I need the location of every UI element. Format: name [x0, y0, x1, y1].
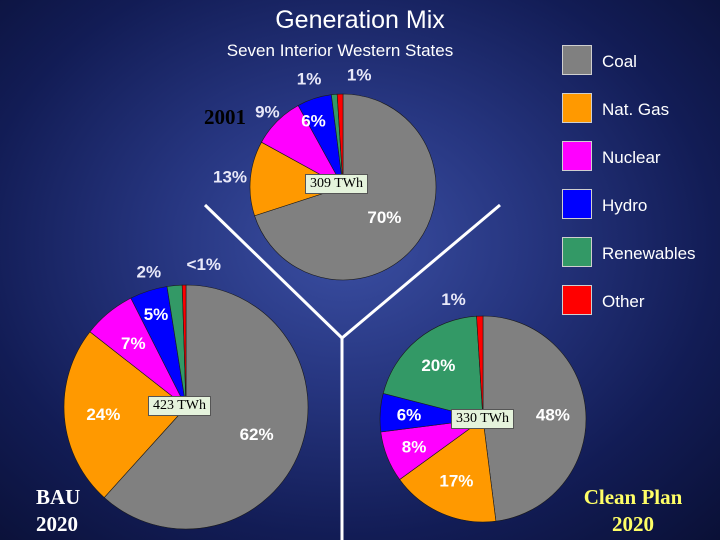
pie-clean-slice-other [476, 315, 484, 420]
pie-2001: 70% 13% 9% 6% 1% 1% [213, 66, 437, 281]
total-label-bau: 423 TWh [148, 396, 212, 416]
chart-title: Generation Mix [275, 6, 445, 34]
legend-label: Coal [602, 52, 637, 71]
legend-swatch [562, 45, 592, 75]
pie-bau-slice-other [181, 284, 187, 408]
pie-clean-label-renewables: 20% [421, 356, 455, 375]
legend-label: Nuclear [602, 148, 661, 167]
scenario-clean-line2: 2020 [612, 512, 654, 536]
pie-2001-label-renewables: 1% [297, 70, 322, 89]
scenario-bau-line2: 2020 [36, 512, 78, 536]
legend-swatch [562, 237, 592, 267]
pie-bau-label-other: <1% [187, 255, 222, 274]
legend-label: Renewables [602, 244, 696, 263]
pie-bau-label-coal: 62% [240, 425, 274, 444]
legend-item-renewables: Renewables [562, 237, 720, 269]
pie-clean: 48% 17% 8% 6% 20% 1% [379, 290, 587, 523]
legend-item-hydro: Hydro [562, 189, 720, 221]
pie-clean-label-other: 1% [441, 290, 466, 309]
scenario-2001-line1: 2001 [204, 105, 246, 129]
legend-item-nuclear: Nuclear [562, 141, 720, 173]
legend-label: Other [602, 292, 645, 311]
pie-bau-label-renewables: 2% [137, 263, 162, 282]
total-label-clean: 330 TWh [451, 409, 515, 429]
pie-clean-label-nuclear: 8% [402, 437, 427, 456]
scenario-label-clean: Clean Plan 2020 [578, 484, 688, 538]
chart-subtitle: Seven Interior Western States [226, 41, 454, 60]
pie-clean-slice-renewables [382, 315, 484, 420]
pie-2001-label-nat-gas: 13% [213, 167, 247, 186]
pie-clean-slice-coal [482, 315, 587, 522]
pie-2001-slice-nat-gas [249, 141, 344, 217]
pie-clean-label-nat-gas: 17% [439, 471, 473, 490]
legend-swatch [562, 285, 592, 315]
legend-item-coal: Coal [562, 45, 720, 77]
divider-lines [203, 203, 501, 540]
divider-line-right [341, 203, 501, 340]
legend-swatch [562, 141, 592, 171]
pie-bau-label-hydro: 5% [144, 305, 169, 324]
legend-item-nat-gas: Nat. Gas [562, 93, 720, 125]
scenario-clean-line1: Clean Plan [583, 485, 683, 509]
pie-clean-label-hydro: 6% [397, 405, 422, 424]
legend-label: Hydro [602, 196, 648, 215]
pies: 70% 13% 9% 6% 1% 1% 62% 24% 7% 5% 2% <1% 48% 17% 8% 6% 2… [63, 66, 587, 530]
pie-clean-slice-nat-gas [399, 418, 497, 523]
pie-bau: 62% 24% 7% 5% 2% <1% [63, 255, 309, 530]
pie-2001-label-nuclear: 9% [255, 102, 280, 121]
pie-bau-label-nuclear: 7% [121, 334, 146, 353]
legend-item-other: Other [562, 285, 720, 317]
pie-bau-slice-nat-gas [63, 331, 187, 498]
pie-bau-label-nat-gas: 24% [86, 405, 120, 424]
pie-2001-slice-other [336, 93, 344, 188]
pie-2001-label-other: 1% [347, 66, 372, 85]
legend-swatch [562, 189, 592, 219]
pie-2001-label-hydro: 6% [301, 112, 326, 131]
scenario-bau-line1: BAU [36, 485, 81, 509]
pie-2001-label-coal: 70% [367, 208, 401, 227]
divider-line-left [203, 203, 344, 340]
legend-swatch [562, 93, 592, 123]
total-label-2001: 309 TWh [305, 174, 369, 194]
pie-clean-label-coal: 48% [536, 406, 570, 425]
scenario-label-2001: 2001 [204, 104, 246, 131]
legend-label: Nat. Gas [602, 100, 670, 119]
scenario-label-bau: BAU 2020 [36, 484, 80, 538]
